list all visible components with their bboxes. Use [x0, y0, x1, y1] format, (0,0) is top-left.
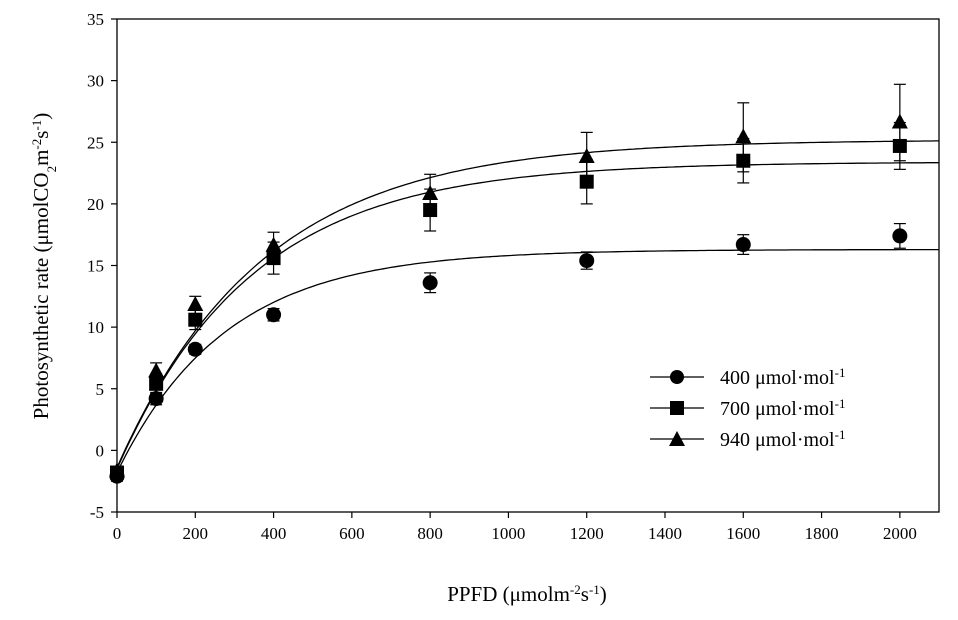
x-tick-label: 1000 [491, 524, 525, 543]
y-tick-label: -5 [90, 503, 104, 522]
data-point-circle [735, 237, 751, 253]
legend-square-marker [670, 401, 684, 415]
x-tick-label: 1400 [648, 524, 682, 543]
legend-circle-marker [670, 370, 684, 384]
y-tick-label: 5 [96, 380, 105, 399]
y-tick-label: 15 [87, 257, 104, 276]
fit-curve-circle [116, 248, 939, 473]
x-tick-label: 200 [183, 524, 209, 543]
data-point-triangle [148, 362, 165, 378]
data-point-triangle [265, 236, 282, 252]
data-point-triangle [109, 462, 125, 478]
data-point-triangle [735, 128, 752, 144]
y-tick-label: 35 [87, 10, 104, 29]
x-tick-label: 2000 [883, 524, 917, 543]
data-point-triangle [187, 295, 204, 311]
y-tick-label: 20 [87, 195, 104, 214]
legend-triangle-marker [669, 431, 685, 446]
fit-curve-square [116, 162, 939, 470]
x-tick-label: 400 [261, 524, 287, 543]
data-point-circle [148, 391, 164, 407]
legend-item: 940 μmol·mol-1 [650, 427, 845, 452]
x-tick-label: 1200 [570, 524, 604, 543]
x-tick-label: 1600 [726, 524, 760, 543]
data-point-square [188, 312, 203, 327]
legend-item: 700 μmol·mol-1 [650, 396, 845, 421]
data-point-circle [422, 275, 438, 291]
x-tick-label: 1800 [805, 524, 839, 543]
data-point-circle [266, 307, 282, 323]
data-point-triangle [422, 185, 439, 201]
y-tick-label: 30 [87, 72, 104, 91]
fit-curve-triangle [116, 140, 939, 468]
legend-label: 700 μmol·mol-1 [720, 396, 845, 421]
data-point-triangle [578, 148, 595, 164]
data-point-circle [892, 228, 908, 244]
plot-area: 0 200 400 600 800 1000 1200 1400 1600 1800 2000 -5 0… [87, 10, 940, 543]
y-tick-label: 10 [87, 318, 104, 337]
y-axis-title: Photosynthetic rate (μmolCO2m-2s-1) [29, 113, 59, 420]
data-point-triangle [891, 113, 908, 129]
x-tick-label: 600 [339, 524, 365, 543]
y-tick-label: 0 [96, 441, 105, 460]
y-tick-label: 25 [87, 133, 104, 152]
legend-label: 940 μmol·mol-1 [720, 427, 845, 452]
data-point-circle [579, 253, 595, 269]
legend-item: 400 μmol·mol-1 [650, 365, 845, 390]
x-tick-label: 0 [113, 524, 122, 543]
x-tick-label: 800 [417, 524, 443, 543]
legend: 400 μmol·mol-1 700 μmol·mol-1 940 μmol·m… [650, 365, 845, 452]
legend-label: 400 μmol·mol-1 [720, 365, 845, 390]
x-axis-title: PPFD (μmolm-2s-1) [447, 582, 607, 607]
data-point-circle [187, 341, 203, 357]
